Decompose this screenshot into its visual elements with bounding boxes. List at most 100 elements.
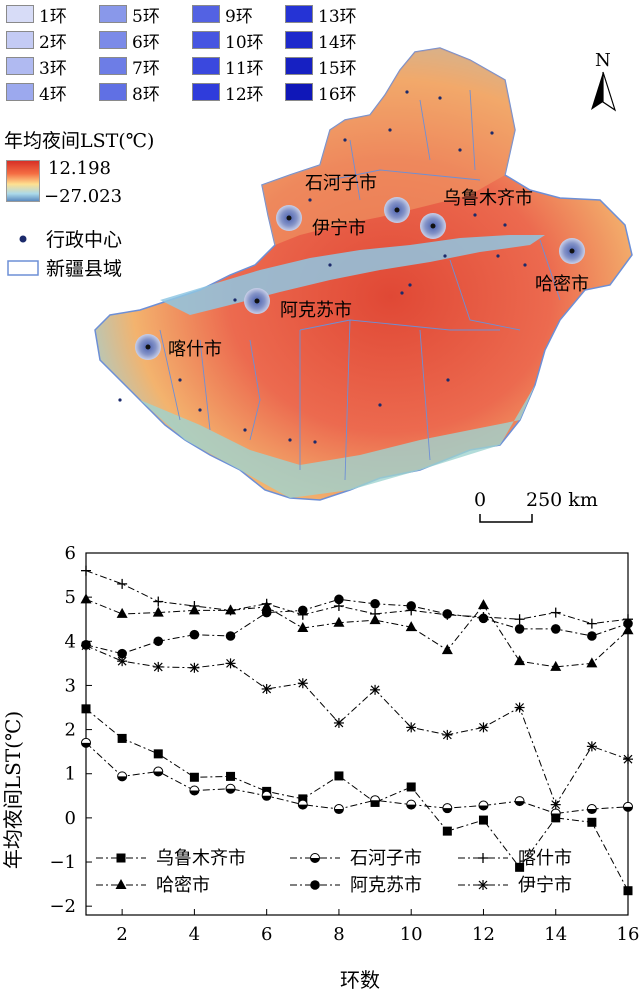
data-point <box>261 683 272 694</box>
lst-min-label: −27.023 <box>44 186 123 207</box>
svg-text:0: 0 <box>474 490 486 511</box>
north-arrow-icon: N <box>591 50 617 112</box>
ring-legend-item: 13环 <box>285 2 357 27</box>
y-tick-label: 2 <box>65 720 76 741</box>
city-label-aksu: 阿克苏市 <box>280 300 352 321</box>
admin-center-label: 行政中心 <box>46 229 123 251</box>
data-point <box>261 607 272 618</box>
x-tick-label: 14 <box>544 924 567 945</box>
y-tick-label: 1 <box>65 764 76 785</box>
lst-color-bar <box>6 160 40 202</box>
data-point <box>514 624 525 634</box>
ring-legend-item: 7环 <box>99 54 160 79</box>
data-point <box>117 648 127 659</box>
y-axis-label: 年均夜间LST(℃) <box>1 711 25 869</box>
data-point <box>153 636 164 647</box>
data-point <box>117 733 127 743</box>
data-point <box>225 658 236 669</box>
data-point <box>514 614 525 625</box>
svg-text:250 km: 250 km <box>526 490 598 511</box>
legend-label: 阿克苏市 <box>350 875 422 896</box>
ring-label: 16环 <box>318 84 357 105</box>
ring-label: 11环 <box>225 58 264 79</box>
data-point <box>115 879 127 889</box>
legend-item: 乌鲁木齐市 <box>96 848 246 869</box>
x-tick-label: 8 <box>333 924 344 945</box>
legend-item: 哈密市 <box>96 875 210 896</box>
data-point <box>623 754 633 765</box>
data-point <box>152 606 164 617</box>
y-tick-label: 5 <box>65 587 76 608</box>
ring-swatch <box>285 83 313 101</box>
ring-swatch <box>99 83 127 101</box>
ring-legend-item: 16环 <box>285 80 357 105</box>
x-axis-label: 环数 <box>340 968 380 992</box>
ring-swatch <box>99 5 127 23</box>
data-point <box>405 621 417 632</box>
data-point <box>298 794 308 804</box>
legend-admin-center: 行政中心 <box>6 225 122 252</box>
ring-swatch <box>99 31 127 49</box>
data-point <box>188 604 200 615</box>
data-point <box>514 655 526 666</box>
ring-swatch <box>285 57 313 75</box>
data-point <box>623 618 633 629</box>
scale-bar: 0 250 km <box>474 490 598 523</box>
data-point <box>153 596 164 607</box>
svg-text:N: N <box>595 50 611 71</box>
ring-swatch <box>6 5 34 23</box>
data-point <box>514 702 525 713</box>
series-circle <box>81 594 633 659</box>
series-line <box>85 570 629 625</box>
data-point <box>406 722 417 733</box>
ring-legend-item: 3环 <box>6 54 67 79</box>
data-point <box>189 772 199 782</box>
data-point <box>80 593 92 604</box>
series-triangle <box>80 593 634 671</box>
data-point <box>261 790 272 801</box>
data-point <box>333 616 345 627</box>
data-point <box>81 640 91 651</box>
series-line <box>85 742 629 814</box>
ring-legend-item: 9环 <box>192 2 253 27</box>
data-point <box>442 826 452 836</box>
data-point <box>370 684 381 695</box>
legend-item: 喀什市 <box>458 848 572 869</box>
xinjiang-map: 石河子市 乌鲁木齐市 伊宁市 哈密市 阿克苏市 喀什市 <box>94 47 633 501</box>
legend-label: 乌鲁木齐市 <box>156 848 246 869</box>
ring-legend-item: 12环 <box>192 80 264 105</box>
ring-legend-item: 6环 <box>99 28 160 53</box>
city-markers <box>135 197 585 360</box>
ring-label: 4环 <box>39 84 67 105</box>
ring-legend-item: 11环 <box>192 54 264 79</box>
data-point <box>116 853 126 863</box>
data-point <box>116 607 128 618</box>
city-label-yining: 伊宁市 <box>312 218 366 239</box>
data-point <box>550 607 561 618</box>
city-label-hami: 哈密市 <box>535 274 589 295</box>
lst-line-chart: −2−101234562 4 6 8 10 12 14 16 乌鲁木齐市 石河子市 喀什市哈密市阿… <box>1 543 640 992</box>
county-swatch-icon <box>7 259 39 276</box>
data-point <box>81 737 91 748</box>
ring-swatch <box>285 5 313 23</box>
ring-legend-item: 4环 <box>6 80 67 105</box>
ring-legend-item: 5环 <box>99 2 160 27</box>
data-point <box>477 599 489 610</box>
data-point <box>81 565 91 576</box>
data-point <box>297 799 308 810</box>
data-point <box>441 644 453 655</box>
series-asterisk <box>81 640 633 810</box>
data-point <box>226 771 236 781</box>
y-tick-label: −1 <box>49 852 76 873</box>
admin-centre-dots <box>118 90 527 444</box>
data-point <box>117 656 128 667</box>
city-label-kashi: 喀什市 <box>168 339 222 360</box>
data-point <box>550 660 562 671</box>
data-point <box>478 800 489 811</box>
chart-series <box>80 565 634 896</box>
data-point <box>586 657 598 668</box>
x-tick-label: 10 <box>400 924 423 945</box>
legend-county: 新疆县域 <box>6 254 122 281</box>
x-tick-label: 16 <box>617 924 640 945</box>
data-point <box>586 804 597 815</box>
